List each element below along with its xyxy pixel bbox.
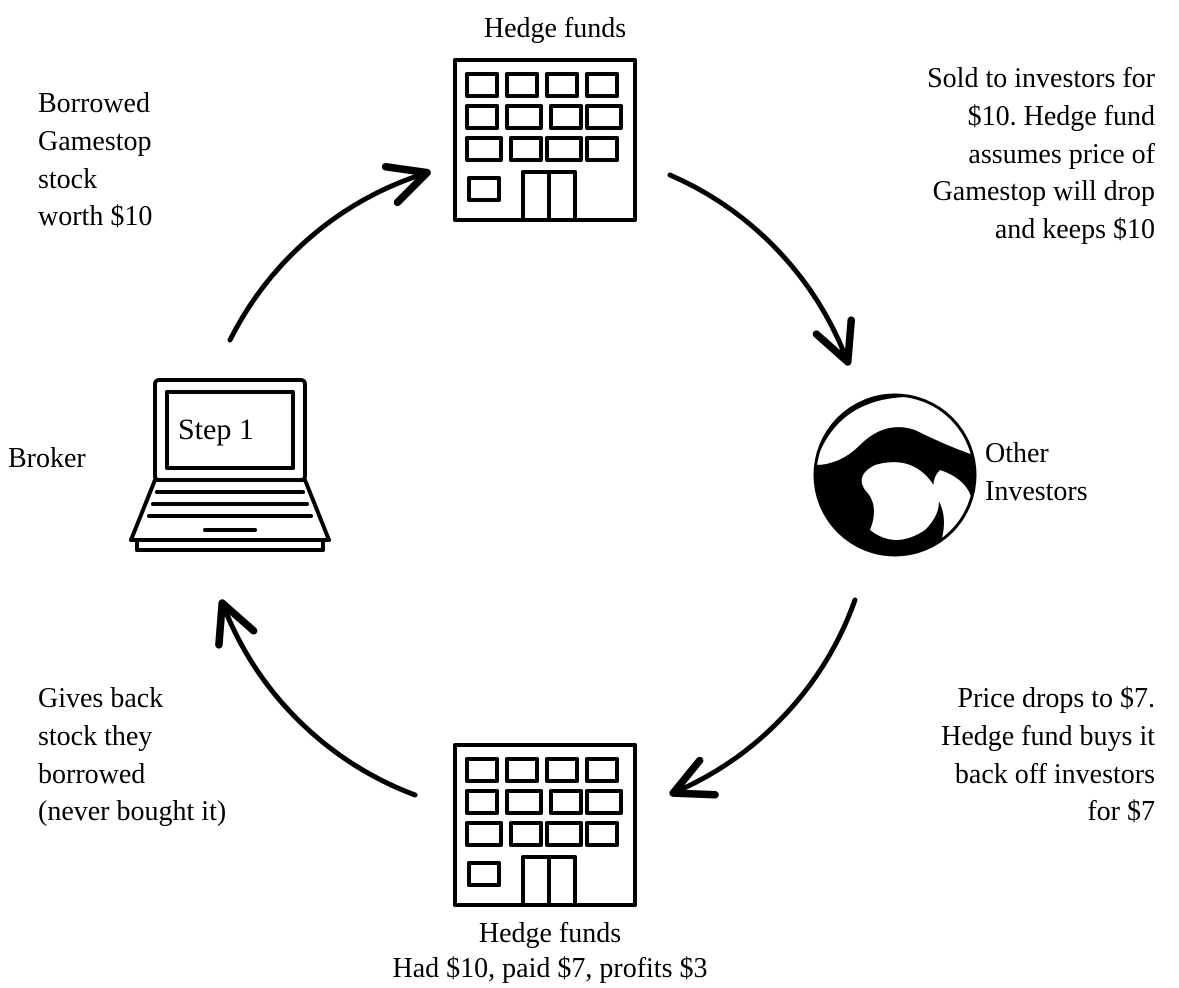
node-left-label: Broker bbox=[8, 440, 86, 478]
node-right-label: Other Investors bbox=[985, 435, 1088, 511]
node-bottom-label-2: Had $10, paid $7, profits $3 bbox=[330, 950, 770, 988]
node-top-label: Hedge funds bbox=[455, 10, 655, 48]
edge-top-right-annotation: Sold to investors for $10. Hedge fund as… bbox=[845, 60, 1155, 249]
laptop-screen-text: Step 1 bbox=[178, 410, 254, 451]
diagram-stage: Step 1 Hedge funds Other Investors Broke… bbox=[0, 0, 1179, 988]
edge-bottom-left-annotation: Gives back stock they borrowed (never bo… bbox=[38, 680, 226, 831]
edge-right-bottom-annotation: Price drops to $7. Hedge fund buys it ba… bbox=[855, 680, 1155, 831]
node-bottom-label-1: Hedge funds bbox=[350, 915, 750, 953]
edge-left-top-annotation: Borrowed Gamestop stock worth $10 bbox=[38, 85, 152, 236]
